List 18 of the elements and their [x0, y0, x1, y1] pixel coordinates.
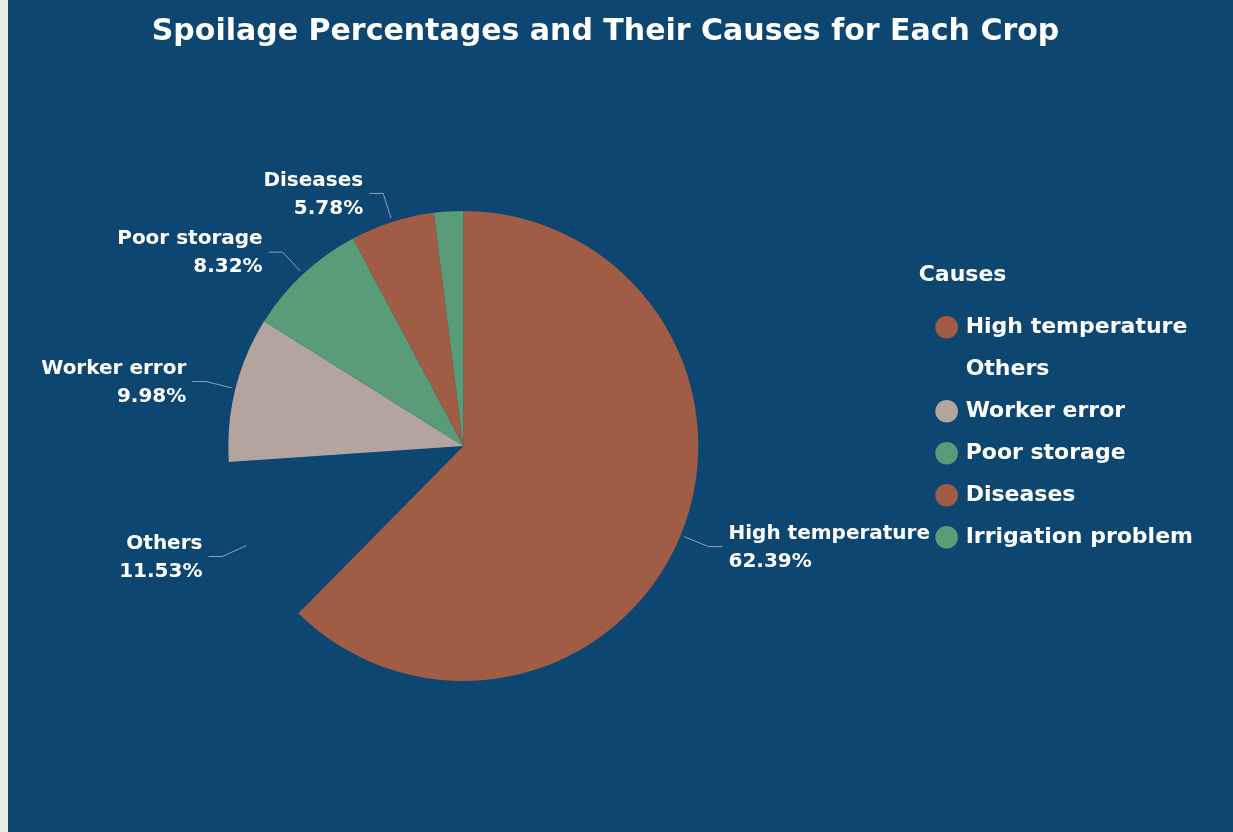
- data-label: 11.53%: [119, 557, 203, 582]
- slice-label: Worker error: [41, 354, 187, 379]
- legend-label: High temperature: [965, 312, 1188, 338]
- legend-label: Worker error: [965, 396, 1126, 422]
- data-label: 8.32%: [193, 253, 263, 278]
- legend-label: Irrigation problem: [965, 522, 1193, 548]
- data-label: 62.39%: [728, 547, 812, 572]
- data-label: 9.98%: [116, 382, 187, 407]
- category-label: Others: [965, 354, 1050, 380]
- legend-label: Diseases: [965, 480, 1076, 506]
- slice-label: High temperature: [728, 519, 931, 544]
- slice-label: Diseases: [263, 166, 364, 191]
- legend-title: Causes: [918, 260, 1007, 286]
- slice-label: Others: [126, 529, 203, 554]
- data-label: 5.78%: [293, 194, 364, 219]
- slice-label: Poor storage: [117, 225, 263, 250]
- legend-label: Poor storage: [965, 438, 1126, 464]
- chart-title: Spoilage Percentages and Their Causes for Each Crop: [151, 11, 1060, 47]
